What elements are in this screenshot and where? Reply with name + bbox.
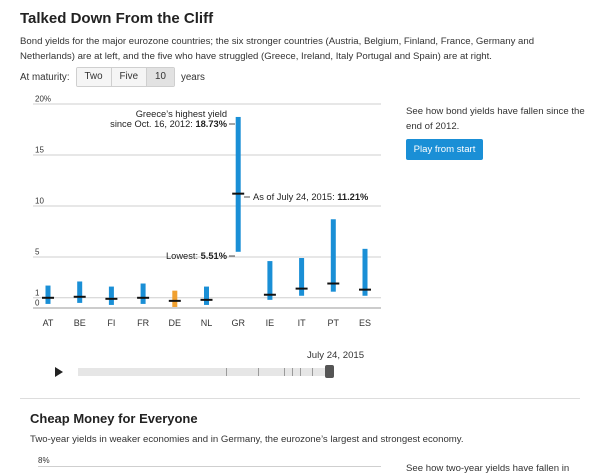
timeline-thumb[interactable]: [325, 365, 334, 378]
section2-y-top-label: 8%: [38, 456, 50, 465]
maturity-ten-button[interactable]: 10: [147, 68, 174, 86]
maturity-segmented-control: Two Five 10: [75, 67, 175, 87]
timeline-tick: [300, 368, 301, 376]
x-tick-label: FI: [107, 318, 115, 328]
y-tick-label: 15: [35, 146, 44, 155]
chart-description: Bond yields for the major eurozone count…: [20, 36, 535, 62]
greece-low-annotation: Lowest: 5.51%: [166, 251, 228, 261]
y-tick-label: 1: [35, 288, 40, 297]
x-tick-label: BE: [74, 318, 86, 328]
x-tick-label: NL: [201, 318, 213, 328]
x-tick-label: AT: [43, 318, 54, 328]
replay-description: See how bond yields have fallen since th…: [406, 106, 585, 132]
y-tick-label: 20%: [35, 95, 51, 104]
greece-current-annotation: As of July 24, 2015: 11.21%: [253, 192, 369, 202]
x-tick-label: IE: [266, 318, 275, 328]
maturity-five-button[interactable]: Five: [111, 68, 148, 86]
maturity-selector: At maturity: Two Five 10 years: [20, 67, 205, 87]
timeline-track[interactable]: [78, 368, 330, 376]
timeline-tick: [292, 368, 293, 376]
maturity-label: At maturity:: [20, 71, 70, 83]
yield-range-bar-ie: [267, 261, 273, 300]
yield-range-bar-nl: [204, 286, 209, 305]
section2-side-text: See how two-year yields have fallen in: [406, 463, 570, 474]
yield-range-bar-de: [172, 290, 178, 307]
yield-range-bar-gr: [235, 116, 241, 252]
timeline-date-label: July 24, 2015: [307, 350, 365, 361]
maturity-unit: years: [180, 71, 205, 83]
yield-range-bar-it: [299, 258, 305, 296]
x-tick-label: DE: [169, 318, 182, 328]
greece-high-annotation-line1: Greece’s highest yield: [136, 109, 227, 119]
yield-range-bar-pt: [330, 219, 336, 292]
timeline-tick: [284, 368, 285, 376]
y-tick-label: 0: [35, 299, 40, 308]
x-tick-label: ES: [359, 318, 371, 328]
yield-range-bar-fi: [108, 286, 114, 305]
section2-description: Two-year yields in weaker economies and …: [30, 434, 464, 445]
y-tick-label: 10: [35, 197, 44, 206]
x-tick-label: IT: [298, 318, 307, 328]
yield-range-bar-be: [77, 281, 83, 303]
chart-title: Talked Down From the Cliff: [20, 10, 214, 27]
play-icon[interactable]: [55, 367, 63, 377]
maturity-two-button[interactable]: Two: [76, 68, 112, 86]
play-from-start-button[interactable]: Play from start: [406, 139, 483, 160]
section-divider: [20, 398, 580, 399]
x-tick-label: PT: [328, 318, 340, 328]
timeline-tick: [258, 368, 259, 376]
x-tick-label: FR: [137, 318, 149, 328]
yield-range-bar-es: [362, 248, 368, 296]
timeline-slider[interactable]: [55, 365, 345, 379]
timeline-tick: [226, 368, 227, 376]
y-tick-label: 5: [35, 248, 40, 257]
yield-range-bar-at: [45, 285, 51, 304]
yield-range-bar-fr: [140, 283, 146, 304]
timeline-tick: [312, 368, 313, 376]
section2-gridline: [38, 466, 381, 467]
section2-title: Cheap Money for Everyone: [30, 411, 198, 426]
x-tick-label: GR: [231, 318, 245, 328]
greece-high-annotation-line2: since Oct. 16, 2012: 18.73%: [110, 119, 228, 129]
